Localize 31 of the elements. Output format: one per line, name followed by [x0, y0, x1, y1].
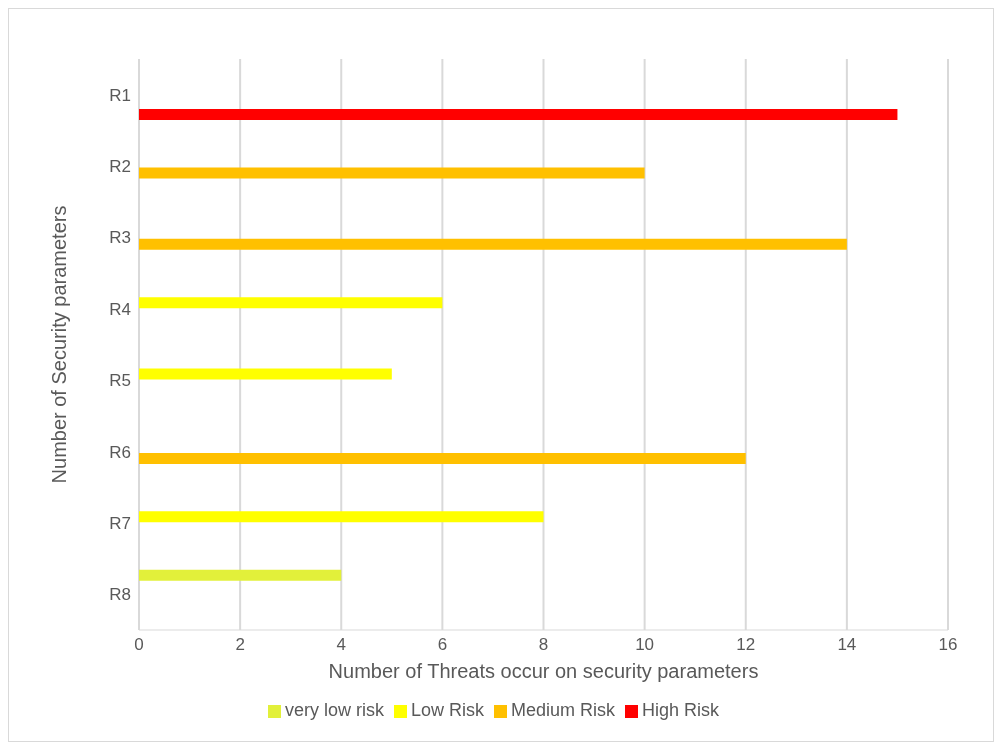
bar: [139, 109, 898, 120]
y-tick-label: R2: [109, 157, 131, 177]
x-tick-label: 12: [736, 635, 756, 655]
x-tick-label: 8: [538, 635, 549, 655]
legend-label: Low Risk: [410, 700, 484, 720]
x-tick-label: 10: [635, 635, 655, 655]
x-axis-title: Number of Threats occur on security parameters: [328, 660, 759, 682]
y-tick-label: R6: [109, 442, 131, 462]
bar: [139, 511, 544, 523]
bar: [139, 238, 847, 250]
legend-label: Medium Risk: [510, 700, 616, 720]
x-tick-label: 0: [134, 635, 144, 655]
y-tick-label: R7: [109, 513, 131, 533]
y-tick-label: R8: [109, 585, 131, 605]
x-tick-label: 4: [336, 635, 346, 655]
bar: [139, 569, 342, 581]
y-tick-label: R5: [109, 371, 131, 391]
bar: [139, 167, 645, 179]
y-tick-label: R1: [109, 85, 131, 105]
bar: [139, 297, 443, 309]
legend-label: High Risk: [642, 700, 720, 720]
x-tick-label: 6: [437, 635, 448, 655]
legend-label: very low risk: [284, 700, 384, 720]
x-tick-label: 14: [837, 635, 857, 655]
x-tick-label: 2: [235, 635, 245, 655]
y-tick-label: R4: [109, 299, 131, 319]
bar: [139, 452, 746, 464]
x-tick-label: 16: [938, 635, 958, 655]
bar: [139, 368, 392, 380]
y-tick-label: R3: [109, 228, 131, 248]
y-axis-title: Number of Security parameters: [48, 205, 71, 484]
